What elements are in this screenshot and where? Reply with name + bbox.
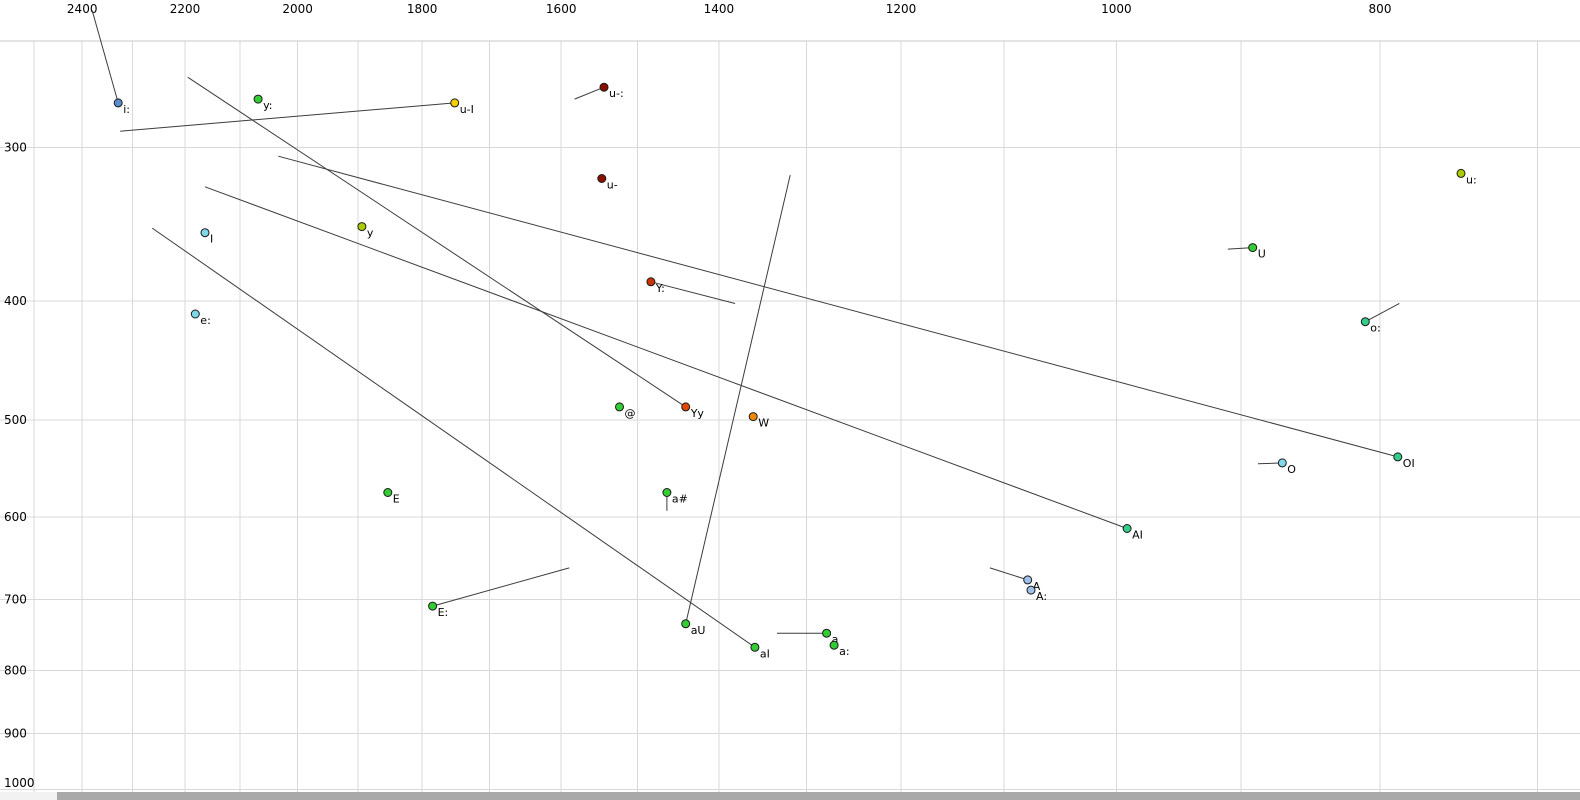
trajectory-Y: <box>650 281 736 304</box>
vowel-point-OI[interactable] <box>1393 452 1403 462</box>
vowel-point-@[interactable] <box>615 402 624 412</box>
trajectory-aI <box>151 227 756 648</box>
y-axis-tick-600: 600 <box>4 510 27 524</box>
vowel-point-O[interactable] <box>1277 458 1287 468</box>
vowel-label-Y:: Y: <box>655 282 665 295</box>
vowel-label-a: a <box>832 633 839 646</box>
x-axis-tick-2000: 2000 <box>282 2 313 16</box>
vowel-label-A: A <box>1033 580 1041 593</box>
vowel-label-W: W <box>758 417 769 430</box>
y-axis-tick-900: 900 <box>4 726 27 740</box>
vowel-point-W[interactable] <box>748 412 758 422</box>
vowel-point-y[interactable] <box>357 222 367 232</box>
vowel-point-AI[interactable] <box>1122 524 1132 533</box>
trajectory-AI <box>204 186 1128 529</box>
vowel-point-E[interactable] <box>383 488 393 497</box>
vowel-point-aU[interactable] <box>681 619 691 629</box>
scrollbar-thumb[interactable] <box>57 792 1580 800</box>
vowel-label-@: @ <box>625 407 636 420</box>
vowel-label-u-: u- <box>607 179 618 192</box>
vowel-point-u-:[interactable] <box>599 82 609 92</box>
vowel-point-i:[interactable] <box>113 98 123 108</box>
x-axis-tick-1600: 1600 <box>546 2 577 16</box>
vowel-label-AI: AI <box>1132 529 1143 542</box>
trajectory-OI <box>278 155 1398 458</box>
y-axis-tick-500: 500 <box>4 413 27 427</box>
vowel-label-aU: aU <box>691 624 706 637</box>
vowel-point-u:[interactable] <box>1456 168 1466 178</box>
vowel-point-o:[interactable] <box>1360 317 1370 327</box>
vowel-label-a:: a: <box>839 645 849 658</box>
vowel-label-E: E <box>393 493 400 506</box>
trajectory-A <box>989 567 1028 581</box>
scrollbar-corner <box>0 792 57 800</box>
vowel-label-i:: i: <box>123 103 130 116</box>
vowel-label-OI: OI <box>1403 457 1415 470</box>
x-axis-tick-2200: 2200 <box>170 2 201 16</box>
vowel-point-U[interactable] <box>1248 243 1258 253</box>
vowel-label-E:: E: <box>438 606 449 619</box>
vowel-label-aI: aI <box>760 647 770 660</box>
y-axis-tick-1000: 1000 <box>4 776 35 790</box>
vowel-point-a[interactable] <box>822 628 832 638</box>
vowel-point-A[interactable] <box>1023 575 1033 585</box>
vowel-point-Y:[interactable] <box>646 277 656 287</box>
vowel-point-u-I[interactable] <box>450 98 460 108</box>
vowel-label-a#: a# <box>672 493 688 506</box>
x-axis-tick-2400: 2400 <box>67 2 98 16</box>
vowel-point-a#[interactable] <box>662 488 672 497</box>
x-axis-tick-1400: 1400 <box>704 2 735 16</box>
vowel-point-u-[interactable] <box>597 174 607 183</box>
vowel-label-O: O <box>1287 463 1296 476</box>
vowel-label-I: I <box>210 233 213 246</box>
y-axis-tick-400: 400 <box>4 294 27 308</box>
y-axis-tick-800: 800 <box>4 664 27 678</box>
x-axis-tick-1000: 1000 <box>1101 2 1132 16</box>
trajectory-aU <box>685 174 791 624</box>
vowel-label-y:: y: <box>263 99 272 112</box>
horizontal-scrollbar[interactable] <box>0 792 1580 800</box>
x-axis-tick-1200: 1200 <box>886 2 917 16</box>
trajectory-u-I <box>120 102 455 132</box>
vowel-label-e:: e: <box>200 314 210 327</box>
vowel-point-E:[interactable] <box>428 601 438 611</box>
vowel-point-aI[interactable] <box>750 642 760 652</box>
vowel-label-u-:: u-: <box>609 87 624 100</box>
trajectory-u-: <box>574 86 605 100</box>
vowel-label-u:: u: <box>1466 173 1477 186</box>
trajectory-E: <box>432 567 570 607</box>
vowel-label-Yy: Yy <box>690 407 705 420</box>
vowel-label-A:: A: <box>1036 590 1047 603</box>
vowel-label-u-I: u-I <box>460 103 474 116</box>
vowel-point-Yy[interactable] <box>681 402 691 412</box>
vowel-point-e:[interactable] <box>190 309 200 319</box>
vowel-label-o:: o: <box>1370 322 1380 335</box>
vowel-point-a:[interactable] <box>829 640 839 650</box>
vowel-label-U: U <box>1258 248 1266 261</box>
trajectory-i: <box>91 10 119 104</box>
x-axis-tick-1800: 1800 <box>407 2 438 16</box>
vowel-label-y: y <box>367 227 374 240</box>
vowel-point-A:[interactable] <box>1026 585 1036 595</box>
vowel-point-I[interactable] <box>200 228 210 238</box>
trajectory-Yy <box>187 76 686 408</box>
y-axis-tick-300: 300 <box>4 140 27 154</box>
vowel-point-y:[interactable] <box>253 94 263 104</box>
x-axis-tick-800: 800 <box>1369 2 1392 16</box>
y-axis-tick-700: 700 <box>4 592 27 606</box>
trajectory-o: <box>1365 303 1400 323</box>
